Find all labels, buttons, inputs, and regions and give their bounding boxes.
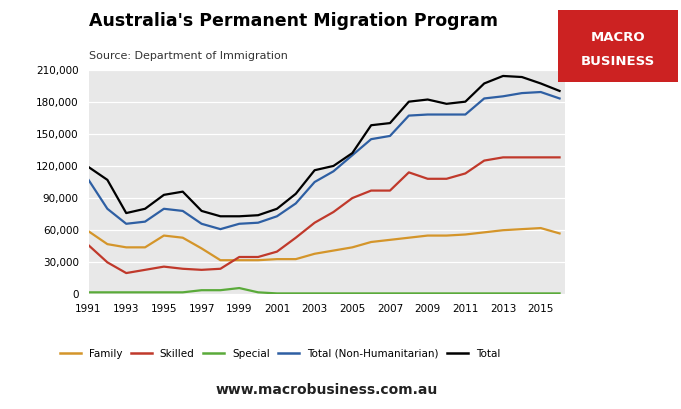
Text: MACRO: MACRO [590,31,646,44]
Text: Australia's Permanent Migration Program: Australia's Permanent Migration Program [89,12,498,30]
Legend: Family, Skilled, Special, Total (Non-Humanitarian), Total: Family, Skilled, Special, Total (Non-Hum… [60,349,501,359]
Text: BUSINESS: BUSINESS [581,55,655,68]
Text: Source: Department of Immigration: Source: Department of Immigration [89,51,287,61]
Text: www.macrobusiness.com.au: www.macrobusiness.com.au [216,383,438,397]
